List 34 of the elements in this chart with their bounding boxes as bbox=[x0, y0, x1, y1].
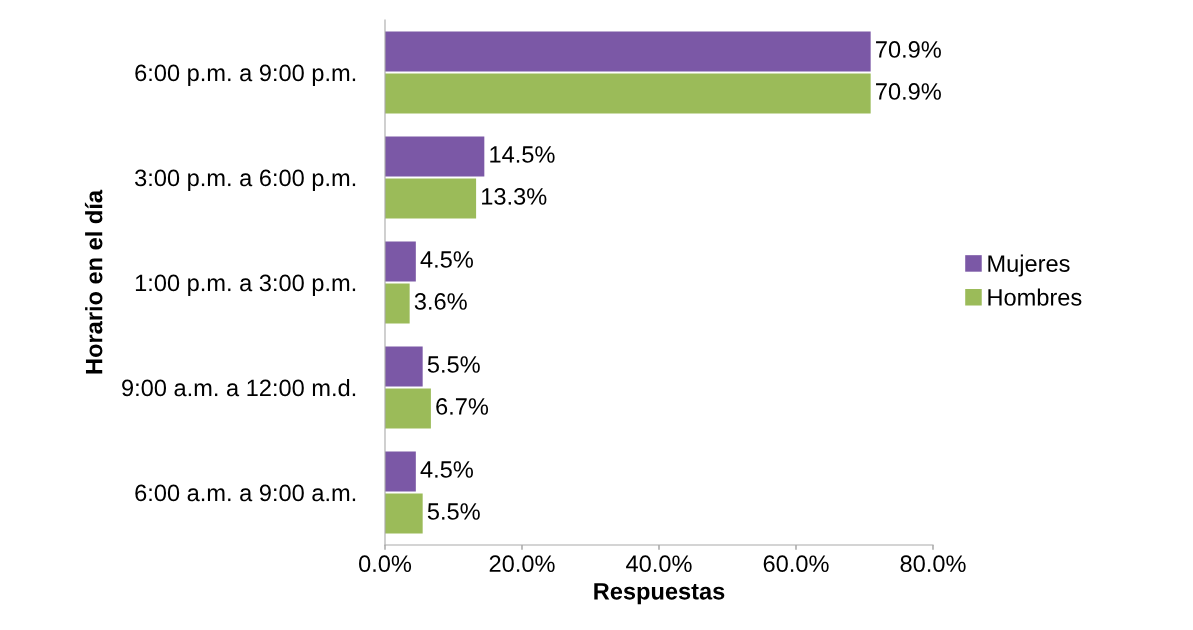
data-label: 4.5% bbox=[420, 461, 473, 478]
x-tick-label: 0.0% bbox=[359, 555, 412, 573]
data-label: 4.5% bbox=[420, 251, 473, 268]
data-label: 5.5% bbox=[427, 356, 480, 373]
legend-label: Mujeres bbox=[988, 254, 1070, 277]
data-label: 13.3% bbox=[482, 188, 547, 205]
bar bbox=[385, 178, 477, 219]
x-tick-label: 40.0% bbox=[626, 555, 692, 573]
legend-label: Hombres bbox=[988, 288, 1082, 306]
x-axis-title: Respuestas bbox=[594, 583, 725, 605]
y-tick-label: 6:00 p.m. a 9:00 p.m. bbox=[135, 64, 356, 86]
data-label: 3.6% bbox=[414, 293, 467, 310]
bar bbox=[385, 241, 416, 282]
bar bbox=[385, 493, 423, 534]
bar bbox=[385, 136, 485, 177]
y-tick-label: 6:00 a.m. a 9:00 a.m. bbox=[135, 484, 356, 502]
bar bbox=[385, 346, 423, 387]
x-tick-label: 20.0% bbox=[489, 555, 555, 573]
bar bbox=[385, 73, 871, 114]
data-label: 70.9% bbox=[876, 83, 941, 100]
bar bbox=[385, 31, 871, 72]
y-axis-title: Horario en el día bbox=[84, 189, 103, 374]
y-tick-label: 3:00 p.m. a 6:00 p.m. bbox=[135, 169, 356, 191]
x-tick-label: 60.0% bbox=[763, 555, 829, 573]
data-label: 6.7% bbox=[436, 398, 489, 415]
x-tick-label: 80.0% bbox=[900, 555, 966, 573]
data-label: 70.9% bbox=[876, 41, 941, 58]
y-tick-label: 9:00 a.m. a 12:00 m.d. bbox=[122, 378, 356, 397]
bar bbox=[385, 388, 431, 429]
data-label: 5.5% bbox=[427, 503, 480, 520]
data-label: 14.5% bbox=[490, 146, 555, 163]
bar bbox=[385, 451, 416, 492]
bar bbox=[385, 283, 410, 324]
y-tick-label: 1:00 p.m. a 3:00 p.m. bbox=[135, 274, 356, 296]
